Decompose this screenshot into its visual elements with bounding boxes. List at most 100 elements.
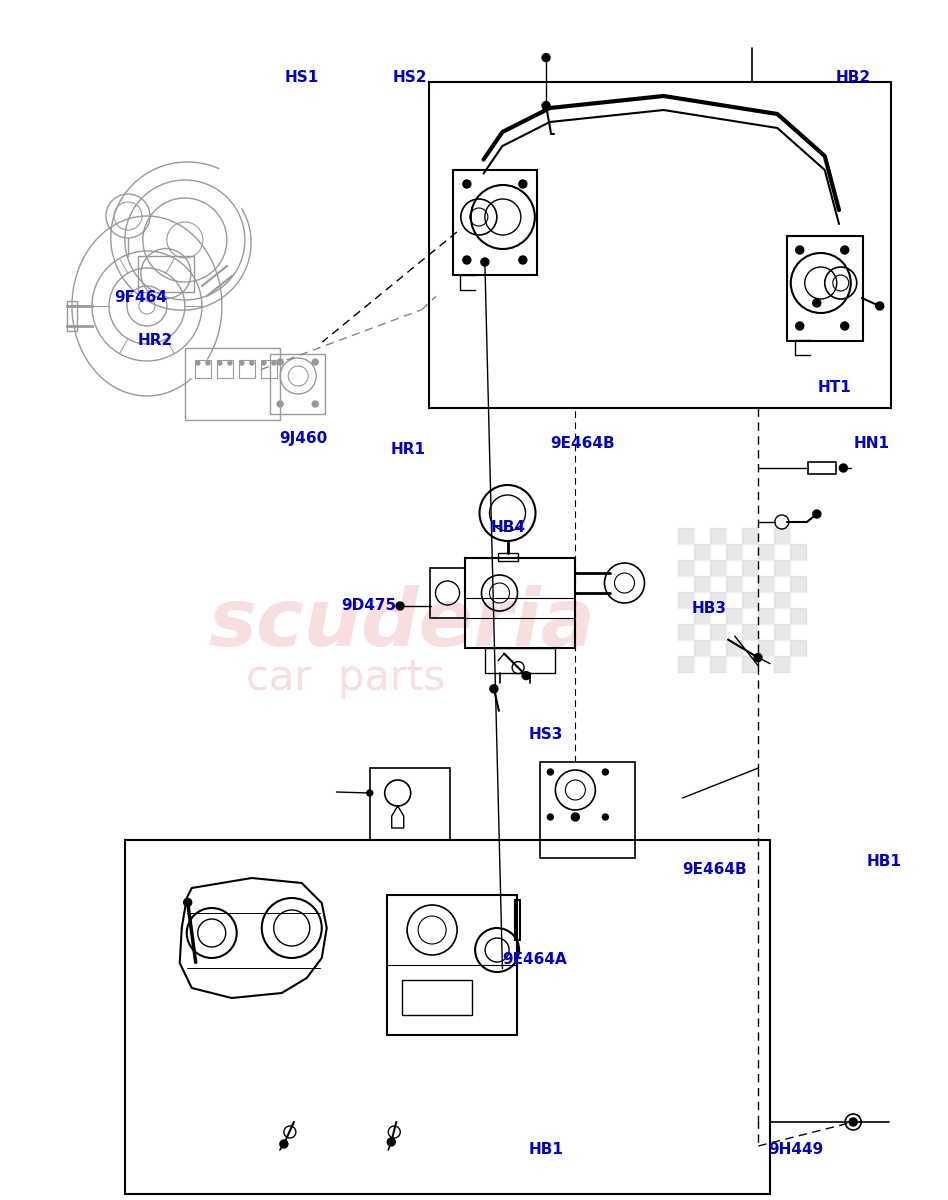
- Text: HB1: HB1: [529, 1142, 563, 1157]
- Circle shape: [206, 361, 210, 365]
- Bar: [742, 528, 757, 544]
- Bar: [774, 608, 790, 624]
- Bar: [774, 528, 790, 544]
- Bar: [790, 528, 806, 544]
- Bar: [774, 640, 790, 656]
- Bar: [694, 608, 710, 624]
- Bar: [726, 640, 742, 656]
- Text: HR2: HR2: [137, 334, 173, 348]
- Bar: [239, 360, 255, 378]
- Circle shape: [602, 769, 609, 775]
- Circle shape: [490, 685, 498, 692]
- Bar: [790, 608, 806, 624]
- Bar: [710, 528, 726, 544]
- Bar: [757, 592, 774, 608]
- Circle shape: [547, 814, 554, 820]
- Bar: [790, 624, 806, 640]
- Circle shape: [572, 814, 579, 821]
- Bar: [757, 656, 774, 672]
- Bar: [809, 462, 836, 474]
- Circle shape: [262, 361, 265, 365]
- Bar: [710, 624, 726, 640]
- Circle shape: [841, 322, 848, 330]
- Circle shape: [542, 54, 550, 61]
- Bar: [742, 656, 757, 672]
- Bar: [742, 560, 757, 576]
- Bar: [678, 592, 694, 608]
- Circle shape: [849, 1118, 857, 1126]
- Circle shape: [184, 899, 191, 906]
- Bar: [710, 608, 726, 624]
- Circle shape: [463, 180, 471, 188]
- Circle shape: [272, 361, 276, 365]
- Bar: [790, 576, 806, 592]
- Bar: [742, 544, 757, 560]
- Text: HS2: HS2: [392, 71, 427, 85]
- Bar: [484, 648, 555, 673]
- Circle shape: [542, 102, 550, 109]
- Text: HT1: HT1: [817, 380, 851, 395]
- Bar: [429, 82, 891, 408]
- Circle shape: [519, 256, 527, 264]
- Bar: [678, 528, 694, 544]
- Bar: [710, 560, 726, 576]
- Circle shape: [839, 464, 848, 472]
- Bar: [790, 640, 806, 656]
- Bar: [774, 576, 790, 592]
- Bar: [694, 640, 710, 656]
- Bar: [742, 640, 757, 656]
- Circle shape: [280, 1140, 288, 1148]
- Circle shape: [812, 510, 821, 518]
- Text: 9H449: 9H449: [768, 1142, 823, 1157]
- Circle shape: [602, 814, 609, 820]
- Bar: [465, 558, 574, 648]
- Bar: [787, 236, 863, 341]
- Text: HB2: HB2: [835, 71, 871, 85]
- Bar: [742, 592, 757, 608]
- Circle shape: [228, 361, 232, 365]
- Circle shape: [277, 401, 283, 407]
- Circle shape: [218, 361, 222, 365]
- Bar: [678, 656, 694, 672]
- Bar: [694, 592, 710, 608]
- Text: 9D475: 9D475: [341, 599, 396, 613]
- Bar: [261, 360, 277, 378]
- Circle shape: [481, 258, 489, 266]
- Circle shape: [367, 790, 373, 796]
- Bar: [726, 576, 742, 592]
- Bar: [217, 360, 233, 378]
- Bar: [710, 544, 726, 560]
- Bar: [726, 608, 742, 624]
- Bar: [757, 544, 774, 560]
- Bar: [678, 560, 694, 576]
- Text: 9E464A: 9E464A: [502, 953, 567, 967]
- Circle shape: [388, 1138, 395, 1146]
- Text: HB4: HB4: [491, 521, 525, 535]
- Bar: [195, 360, 210, 378]
- Bar: [726, 528, 742, 544]
- Bar: [694, 560, 710, 576]
- Text: car  parts: car parts: [246, 656, 446, 698]
- Bar: [774, 624, 790, 640]
- Bar: [694, 544, 710, 560]
- Circle shape: [795, 322, 804, 330]
- Bar: [387, 895, 517, 1034]
- Bar: [774, 560, 790, 576]
- Bar: [757, 576, 774, 592]
- Circle shape: [196, 361, 200, 365]
- Bar: [694, 624, 710, 640]
- Text: HS3: HS3: [529, 727, 563, 742]
- Circle shape: [312, 359, 319, 365]
- Text: 9E464B: 9E464B: [550, 437, 614, 451]
- Bar: [453, 170, 537, 275]
- Bar: [742, 624, 757, 640]
- Circle shape: [312, 401, 319, 407]
- Bar: [790, 560, 806, 576]
- Bar: [678, 608, 694, 624]
- Bar: [370, 768, 450, 840]
- Bar: [710, 592, 726, 608]
- Bar: [774, 656, 790, 672]
- Bar: [678, 576, 694, 592]
- Bar: [678, 640, 694, 656]
- Circle shape: [522, 672, 530, 679]
